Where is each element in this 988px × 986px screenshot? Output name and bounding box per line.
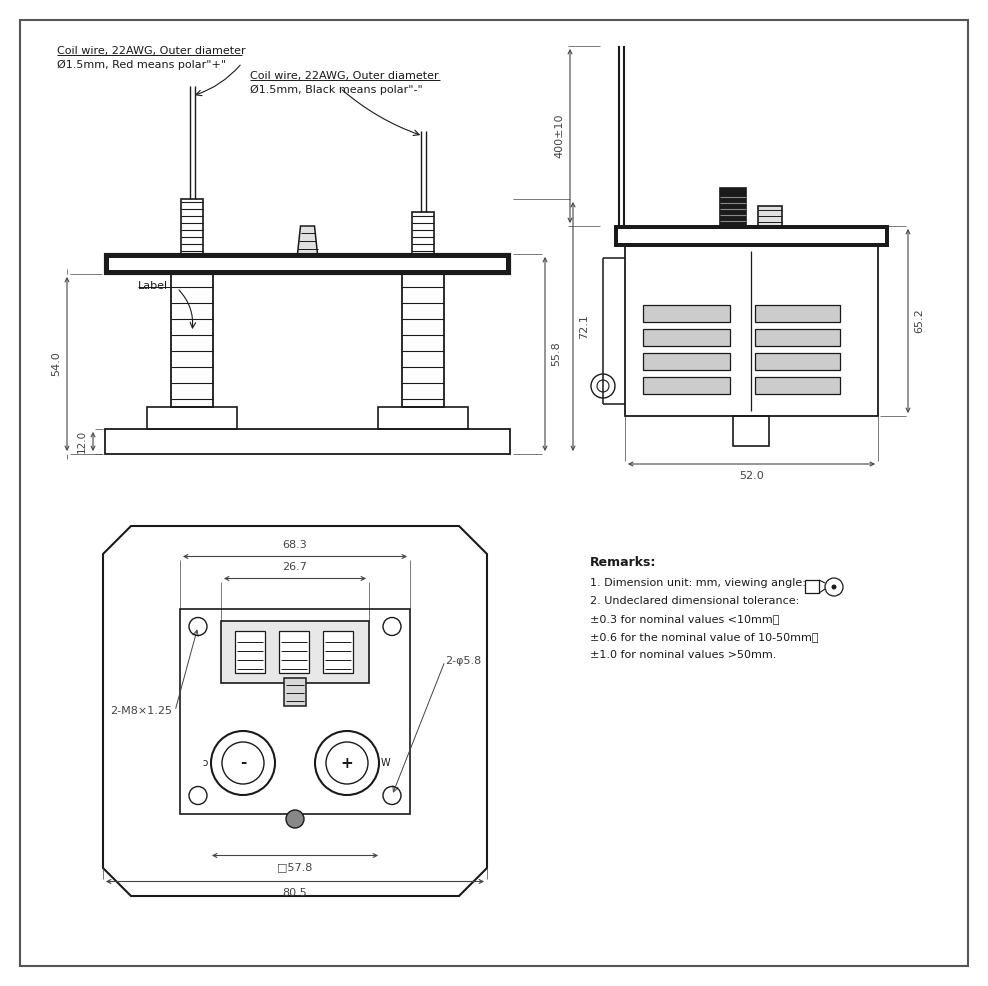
Text: ±0.6 for the nominal value of 10-50mm，: ±0.6 for the nominal value of 10-50mm， [590,632,818,642]
Polygon shape [103,526,487,896]
Bar [147,407,237,429]
Bar [412,212,434,254]
Text: Label: Label [138,281,168,291]
Bar [105,254,510,274]
Text: 26.7: 26.7 [283,562,307,573]
Text: □57.8: □57.8 [278,863,312,873]
Text: 68.3: 68.3 [283,540,307,550]
Text: 12.0: 12.0 [77,430,87,453]
Circle shape [286,810,304,828]
Text: 400±10: 400±10 [554,113,564,158]
Text: W: W [380,758,390,768]
Bar [615,226,888,246]
Circle shape [832,585,837,590]
Text: 52.0: 52.0 [739,471,764,481]
Text: +: + [341,755,354,770]
Bar [755,329,840,346]
Bar [755,353,840,370]
Bar [181,199,203,254]
Text: ±0.3 for nominal values <10mm，: ±0.3 for nominal values <10mm， [590,614,780,624]
Text: Ø1.5mm, Black means polar"-": Ø1.5mm, Black means polar"-" [250,85,423,95]
Bar [221,621,369,683]
Text: 1. Dimension unit: mm, viewing angle:: 1. Dimension unit: mm, viewing angle: [590,578,806,588]
Bar [643,305,730,322]
Text: ↄ: ↄ [203,758,207,768]
Bar [720,188,746,226]
Bar [180,608,410,813]
Bar [323,631,353,673]
Text: 72.1: 72.1 [579,315,589,339]
Bar [235,631,265,673]
Bar [758,206,782,226]
Bar [402,274,444,407]
Bar [109,258,506,270]
Bar [643,377,730,394]
Bar [643,329,730,346]
Bar [615,226,888,246]
Bar [805,580,819,593]
Bar [755,377,840,394]
Text: ±1.0 for nominal values >50mm.: ±1.0 for nominal values >50mm. [590,650,777,660]
Text: 80.5: 80.5 [283,888,307,898]
Text: Ø1.5mm, Red means polar"+": Ø1.5mm, Red means polar"+" [57,60,226,70]
Bar [733,416,769,446]
Text: 54.0: 54.0 [51,352,61,377]
Text: 2. Undeclared dimensional tolerance:: 2. Undeclared dimensional tolerance: [590,596,799,606]
Text: 65.2: 65.2 [914,309,924,333]
Bar [105,429,510,454]
Bar [171,274,213,407]
Text: 55.8: 55.8 [551,341,561,367]
Text: Remarks:: Remarks: [590,556,656,569]
Bar [378,407,468,429]
Bar [279,631,309,673]
Bar [105,254,510,274]
Polygon shape [297,226,317,254]
Bar [284,678,306,706]
Bar [643,353,730,370]
Bar [625,246,878,416]
Text: 2-φ5.8: 2-φ5.8 [445,656,481,666]
Bar [755,305,840,322]
Bar [618,229,885,243]
Text: Coil wire, 22AWG, Outer diameter: Coil wire, 22AWG, Outer diameter [57,46,246,56]
Text: 2-M8×1.25: 2-M8×1.25 [110,706,172,716]
Text: -: - [240,755,246,770]
Text: Coil wire, 22AWG, Outer diameter: Coil wire, 22AWG, Outer diameter [250,71,439,81]
